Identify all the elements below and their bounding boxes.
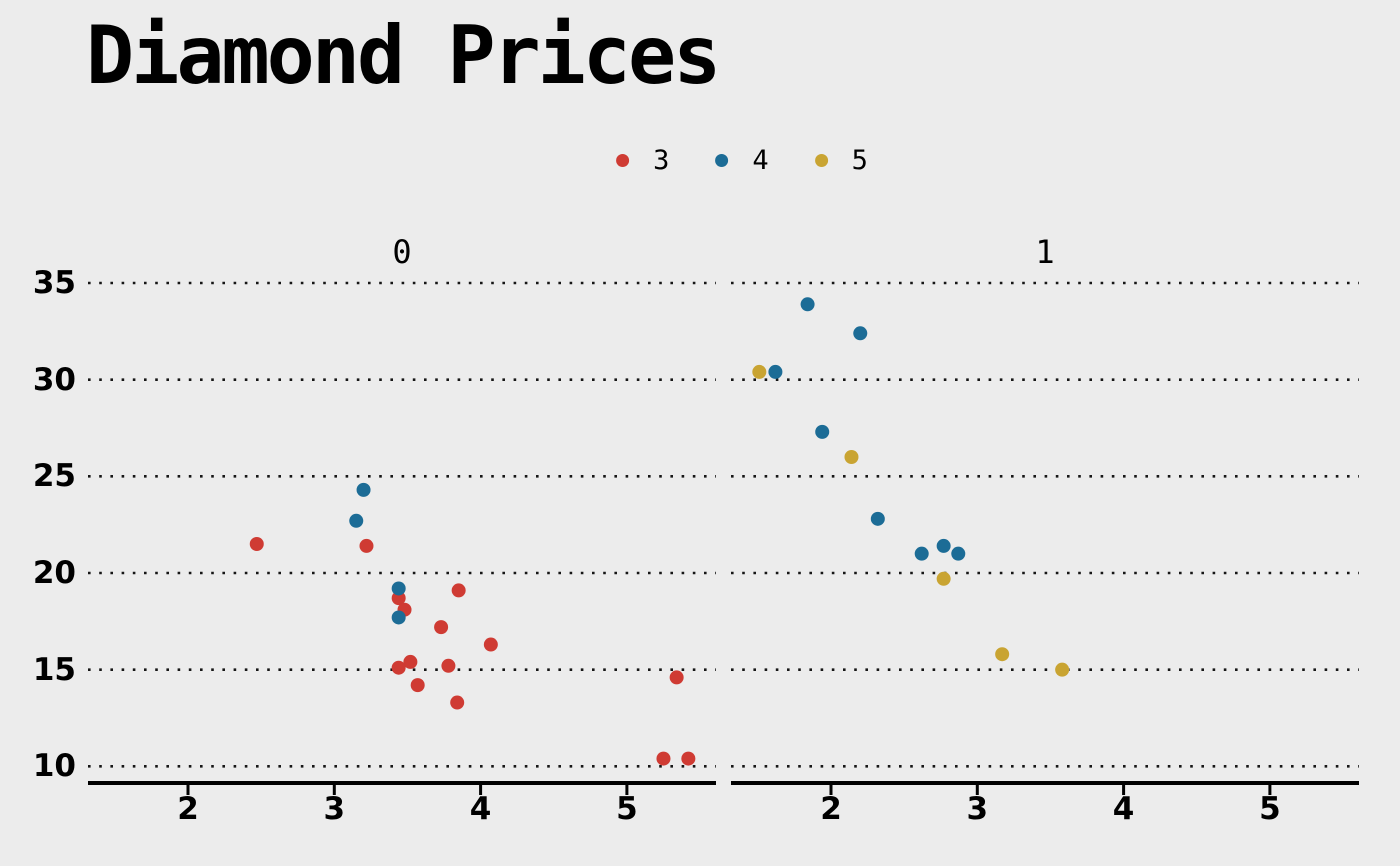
facet-panel-0: 2 3 4 5 [88, 268, 716, 825]
y-tick-label: 35 [32, 265, 76, 301]
scatter-point-series-4 [391, 581, 406, 596]
scatter-point-series-3 [656, 751, 671, 766]
y-tick-label: 15 [32, 651, 76, 688]
scatter-point-series-4 [815, 424, 830, 439]
legend: 3 4 5 [616, 147, 868, 174]
scatter-plot-facet-1 [731, 281, 1359, 795]
legend-label: 5 [851, 145, 868, 176]
scatter-point-series-3 [391, 591, 406, 606]
facet-label-0: 0 [392, 233, 412, 271]
legend-dot-blue-icon [715, 154, 729, 167]
facet-label-1: 1 [1035, 233, 1055, 271]
scatter-point-series-4 [768, 364, 783, 379]
legend-label: 3 [653, 145, 670, 176]
chart-title: Diamond Prices [86, 9, 721, 102]
y-tick-label: 30 [32, 361, 76, 398]
y-axis-labels: 35 30 25 20 15 10 [14, 265, 76, 808]
x-tick-label: 4 [1112, 791, 1135, 827]
scatter-point-series-4 [391, 610, 406, 625]
scatter-point-series-4 [356, 482, 371, 497]
scatter-plot-facet-0 [88, 281, 716, 795]
legend-item-4: 4 [715, 145, 769, 176]
x-tick-label: 4 [469, 791, 492, 827]
scatter-point-series-3 [681, 751, 696, 766]
scatter-point-series-3 [359, 538, 374, 553]
scatter-point-series-4 [936, 538, 951, 553]
scatter-point-series-3 [434, 620, 449, 635]
scatter-point-series-4 [349, 513, 364, 528]
scatter-point-series-5 [1055, 662, 1070, 677]
x-tick-label: 3 [966, 791, 989, 827]
scatter-point-series-4 [870, 511, 885, 526]
scatter-point-series-3 [450, 695, 465, 710]
y-tick-label: 10 [32, 748, 76, 785]
scatter-point-series-3 [483, 637, 498, 652]
scatter-point-series-3 [441, 658, 456, 673]
scatter-point-series-3 [410, 678, 425, 693]
facet-panel-1: 2 3 4 5 [731, 268, 1359, 825]
x-tick-label: 2 [820, 791, 842, 827]
scatter-point-series-3 [403, 654, 418, 669]
scatter-point-series-4 [914, 546, 929, 561]
scatter-point-series-5 [936, 571, 951, 586]
scatter-point-series-5 [995, 647, 1010, 662]
legend-dot-gold-icon [814, 154, 828, 167]
scatter-point-series-3 [669, 670, 684, 685]
x-tick-label: 5 [616, 791, 638, 827]
scatter-point-series-3 [249, 536, 264, 551]
legend-item-3: 3 [616, 147, 669, 174]
legend-dot-red-icon [616, 154, 630, 167]
scatter-point-series-4 [800, 297, 815, 312]
scatter-point-series-4 [951, 546, 966, 561]
y-tick-label: 25 [32, 458, 76, 495]
x-tick-label: 5 [1259, 791, 1281, 827]
scatter-point-series-5 [844, 449, 859, 464]
scatter-point-series-5 [752, 364, 767, 379]
x-tick-label: 2 [177, 791, 199, 827]
y-tick-label: 20 [32, 554, 76, 591]
scatter-point-series-4 [853, 326, 868, 341]
legend-label: 4 [752, 145, 769, 176]
scatter-point-series-3 [391, 660, 406, 675]
scatter-point-series-3 [451, 583, 466, 598]
x-tick-label: 3 [323, 791, 346, 827]
legend-item-5: 5 [814, 145, 868, 176]
